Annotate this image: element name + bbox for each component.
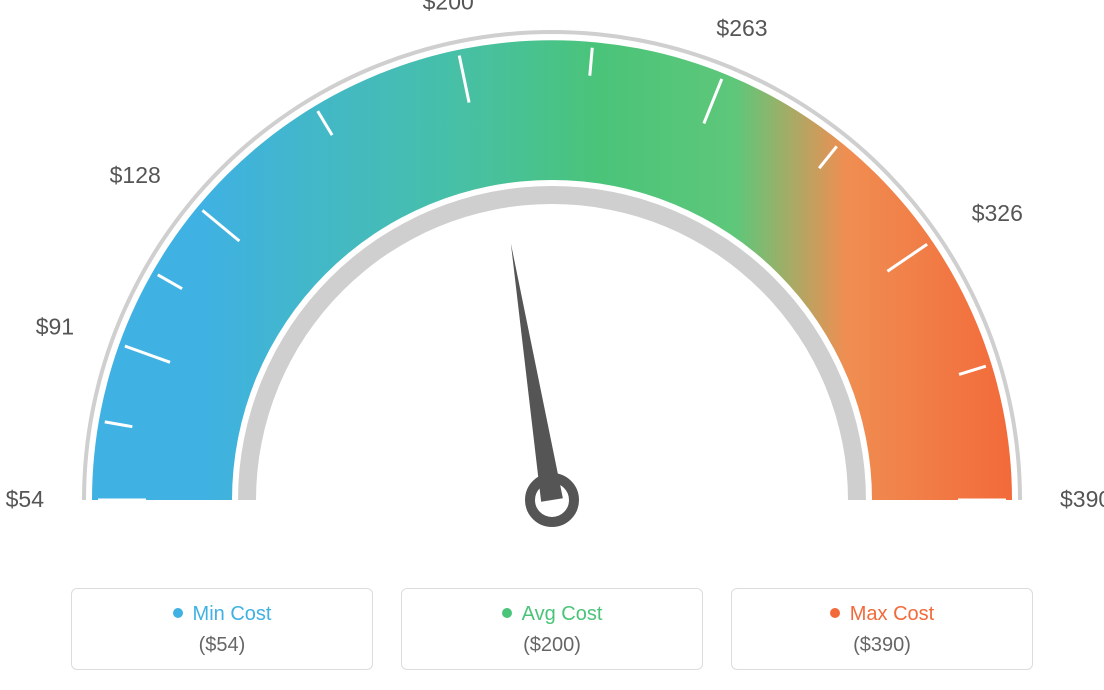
- gauge-tick-label: $128: [110, 162, 161, 188]
- cost-gauge: $54 $91 $128 $200 $263 $326 $390: [0, 0, 1104, 560]
- legend-label-min: Min Cost: [193, 603, 272, 625]
- legend-row: Min Cost ($54) Avg Cost ($200) Max Cost …: [0, 588, 1104, 670]
- gauge-tick-label: $326: [972, 200, 1023, 226]
- gauge-tick-label: $200: [423, 0, 474, 15]
- legend-label-max: Max Cost: [850, 603, 934, 625]
- legend-card-avg: Avg Cost ($200): [401, 588, 703, 670]
- gauge-arc: [92, 40, 1012, 500]
- legend-value-avg: ($200): [402, 634, 702, 657]
- legend-dot-max: [830, 608, 840, 618]
- gauge-tick-label: $54: [6, 486, 45, 512]
- legend-dot-avg: [502, 608, 512, 618]
- legend-value-max: ($390): [732, 634, 1032, 657]
- legend-card-min: Min Cost ($54): [71, 588, 373, 670]
- gauge-tick-label: $263: [716, 15, 767, 41]
- legend-dot-min: [173, 608, 183, 618]
- legend-value-min: ($54): [72, 634, 372, 657]
- legend-label-avg: Avg Cost: [522, 603, 603, 625]
- gauge-tick-label: $390: [1060, 486, 1104, 512]
- gauge-needle: [511, 243, 563, 501]
- legend-card-max: Max Cost ($390): [731, 588, 1033, 670]
- gauge-tick-label: $91: [36, 314, 74, 340]
